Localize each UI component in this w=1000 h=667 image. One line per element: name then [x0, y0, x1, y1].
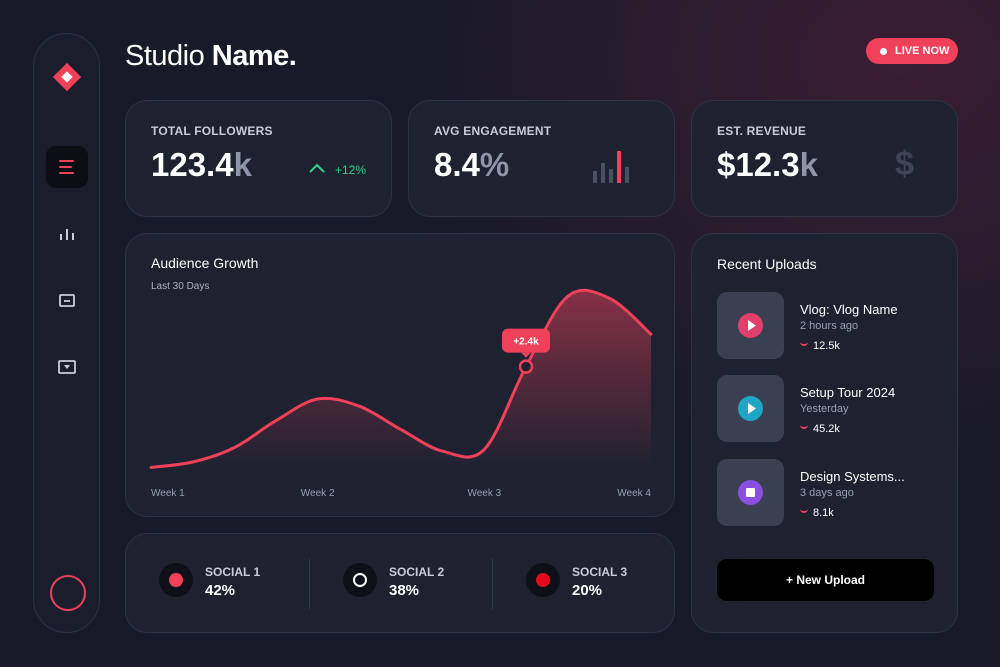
trend-icon — [800, 422, 808, 429]
social-share: 20% — [572, 582, 603, 599]
live-label: LIVE NOW — [895, 45, 950, 57]
highlight-point — [518, 359, 534, 374]
stat-card: EST. REVENUE $12.3k $ — [691, 100, 958, 217]
x-tick-label: Week 2 — [301, 488, 335, 499]
stat-label: EST. REVENUE — [717, 124, 807, 138]
profile-button[interactable] — [50, 575, 86, 611]
revenue-icon: $ — [895, 145, 914, 183]
stat-number: 8.4 — [434, 146, 480, 183]
trend-up-icon — [309, 163, 325, 173]
line — [149, 288, 653, 469]
annotation: +2.4k — [513, 337, 539, 348]
socials-card: SOCIAL 1 42% SOCIAL 2 38% SOCIAL 3 20% — [125, 533, 675, 633]
nav-menu[interactable] — [46, 146, 88, 188]
uploads-title: Recent Uploads — [717, 256, 817, 272]
x-tick-label: Week 3 — [467, 488, 501, 499]
social-share: 42% — [205, 582, 236, 599]
trend-icon — [800, 506, 808, 513]
upload-item[interactable]: Design Systems... 3 days ago 8.1k — [717, 459, 937, 526]
logo[interactable] — [53, 63, 81, 91]
brand-light: Studio — [125, 40, 205, 72]
stat-card: TOTAL FOLLOWERS 123.4k +12% — [125, 100, 392, 217]
social-icon — [159, 563, 193, 597]
upload-title: Vlog: Vlog Name — [800, 302, 898, 317]
area-fill — [151, 290, 651, 471]
engagement-icon — [593, 151, 629, 183]
social-icon — [343, 563, 377, 597]
new-upload-button[interactable]: + New Upload — [717, 559, 934, 601]
chart-subtitle: Last 30 Days — [151, 281, 209, 292]
upload-item[interactable]: Vlog: Vlog Name 2 hours ago 12.5k — [717, 292, 937, 359]
live-badge[interactable]: LIVE NOW — [866, 38, 958, 64]
x-tick-label: Week 1 — [151, 488, 185, 499]
divider — [492, 559, 493, 609]
play-icon — [738, 396, 763, 421]
nav-media[interactable] — [57, 357, 77, 377]
social-item: SOCIAL 1 42% — [126, 534, 296, 634]
trend-icon — [800, 339, 808, 346]
chart-card: Audience Growth Last 30 Days Week 1 Week … — [125, 233, 675, 517]
thumbnail — [717, 292, 784, 359]
brand-bold: Name. — [211, 40, 297, 72]
nav-analytics[interactable] — [57, 225, 77, 245]
social-item: SOCIAL 2 38% — [309, 534, 479, 634]
stop-icon — [738, 480, 763, 505]
stat-value: $12.3k — [717, 146, 818, 184]
divider — [309, 559, 310, 609]
chart: Audience Growth Last 30 Days Week 1 Week … — [149, 255, 653, 499]
thumbnail — [717, 375, 784, 442]
upload-time: 2 hours ago — [800, 320, 859, 332]
stat-value: 8.4% — [434, 146, 509, 184]
x-tick-label: Week 4 — [617, 488, 651, 499]
stat-unit: k — [799, 146, 818, 183]
upload-time: 3 days ago — [800, 487, 854, 499]
uploads-card: Recent Uploads Vlog: Vlog Name 2 hours a… — [691, 233, 958, 633]
stat-unit: k — [233, 146, 252, 183]
brand: Studio Name. — [125, 40, 297, 73]
stat-number: 123.4 — [151, 146, 234, 183]
play-icon — [738, 313, 763, 338]
upload-item[interactable]: Setup Tour 2024 Yesterday 45.2k — [717, 375, 937, 442]
chart-title: Audience Growth — [151, 255, 258, 271]
upload-title: Design Systems... — [800, 469, 905, 484]
social-name: SOCIAL 1 — [205, 565, 261, 579]
annotation-bubble — [502, 328, 550, 353]
social-share: 38% — [389, 582, 420, 599]
stat-value: 123.4k — [151, 146, 252, 184]
nav-content[interactable] — [57, 291, 77, 311]
social-name: SOCIAL 3 — [572, 565, 628, 579]
upload-views: 12.5k — [813, 340, 840, 352]
stat-label: AVG ENGAGEMENT — [434, 124, 552, 138]
social-item: SOCIAL 3 20% — [492, 534, 662, 634]
upload-time: Yesterday — [800, 403, 849, 415]
stat-card: AVG ENGAGEMENT 8.4% — [408, 100, 675, 217]
stat-unit: % — [479, 146, 510, 183]
stat-change: +12% — [335, 163, 367, 177]
social-icon — [526, 563, 560, 597]
upload-views: 45.2k — [813, 423, 840, 435]
upload-title: Setup Tour 2024 — [800, 385, 896, 400]
stat-label: TOTAL FOLLOWERS — [151, 124, 273, 138]
upload-views: 8.1k — [813, 507, 834, 519]
thumbnail — [717, 459, 784, 526]
live-dot — [880, 48, 887, 55]
stat-number: $12.3 — [717, 146, 800, 183]
sidebar — [33, 33, 100, 633]
social-name: SOCIAL 2 — [389, 565, 445, 579]
annotation-pointer — [521, 352, 531, 358]
